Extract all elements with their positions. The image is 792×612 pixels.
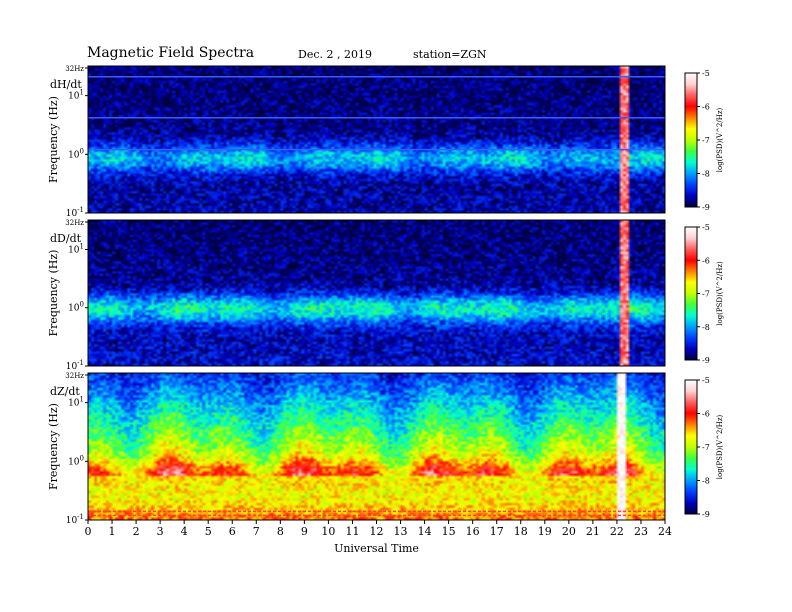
x-tick-label: 1 [109, 525, 116, 538]
x-tick-label: 15 [442, 525, 456, 538]
x-tick-label: 14 [418, 525, 432, 538]
colorbar-tick-label: -9 [702, 356, 710, 365]
y-tick-label: 10-1 [66, 206, 84, 219]
x-tick-label: 5 [205, 525, 212, 538]
x-tick-label: 12 [370, 525, 384, 538]
x-tick-label: 2 [133, 525, 140, 538]
colorbar [684, 379, 698, 515]
panel-0: dH/dt 32Hz 101 100 10-1 Frequency (Hz) -5 -6 -7 -… [47, 65, 724, 219]
colorbar-tick-label: -7 [702, 136, 710, 145]
panel-2: dZ/dt 32Hz 101 100 10-1 Frequency (Hz) -5 -6 -7 -… [47, 372, 724, 526]
x-tick-label: 0 [85, 525, 92, 538]
y-tick-label: 101 [68, 396, 84, 409]
colorbar-tick-label: -5 [702, 376, 710, 385]
y-tick-label: 32Hz [65, 372, 84, 380]
colorbar [684, 72, 698, 208]
x-tick-label: 13 [394, 525, 408, 538]
x-tick-label: 7 [253, 525, 260, 538]
panel-frame [87, 65, 666, 214]
x-tick-label: 18 [514, 525, 528, 538]
x-tick-label: 11 [345, 525, 359, 538]
colorbar-label: log(PSD)(V^2/Hz) [716, 261, 724, 326]
y-tick-label: 101 [68, 89, 84, 102]
x-axis-label: Universal Time [334, 542, 419, 555]
x-tick-label: 23 [634, 525, 648, 538]
x-tick-label: 10 [321, 525, 335, 538]
y-tick-label: 32Hz [65, 219, 84, 227]
y-axis-label: Frequency (Hz) [47, 403, 60, 490]
x-tick-label: 17 [490, 525, 504, 538]
spectrogram-image [88, 373, 665, 520]
station-label: station=ZGN [413, 48, 487, 61]
chart-title: Magnetic Field Spectra [87, 45, 255, 61]
colorbar-tick-label: -8 [702, 170, 710, 179]
colorbar-tick-label: -5 [702, 223, 710, 232]
spectrogram-image [88, 220, 665, 366]
x-tick-label: 21 [586, 525, 600, 538]
colorbar-label: log(PSD)(V^2/Hz) [716, 107, 724, 172]
x-tick-label: 24 [658, 525, 672, 538]
x-tick-label: 16 [466, 525, 480, 538]
colorbar-tick-label: -8 [702, 477, 710, 486]
panel-frame [87, 219, 666, 367]
component-label: dZ/dt [50, 385, 80, 398]
colorbar-tick-label: -6 [702, 410, 710, 419]
colorbar-tick-label: -7 [702, 290, 710, 299]
y-tick-label: 100 [68, 301, 84, 314]
panel-1: dD/dt 32Hz 101 100 10-1 Frequency (Hz) -5 -6 -7 -… [47, 219, 724, 372]
y-axis-label: Frequency (Hz) [47, 250, 60, 337]
component-label: dH/dt [50, 78, 82, 91]
x-tick-label: 19 [538, 525, 552, 538]
y-tick-label: 32Hz [65, 65, 84, 73]
colorbar-tick-label: -9 [702, 203, 710, 212]
x-tick-label: 8 [277, 525, 284, 538]
colorbar-tick-label: -7 [702, 443, 710, 452]
colorbar-label: log(PSD)(V^2/Hz) [716, 414, 724, 479]
y-tick-label: 100 [68, 454, 84, 467]
colorbar-tick-label: -5 [702, 69, 710, 78]
spectrogram-image [88, 66, 665, 213]
colorbar-tick-label: -8 [702, 323, 710, 332]
y-tick-label: 10-1 [66, 513, 84, 526]
x-tick-label: 4 [181, 525, 188, 538]
y-tick-label: 100 [68, 147, 84, 160]
x-tick-label: 20 [562, 525, 576, 538]
x-tick-label: 6 [229, 525, 236, 538]
component-label: dD/dt [50, 232, 82, 245]
colorbar-tick-label: -9 [702, 510, 710, 519]
y-tick-label: 101 [68, 242, 84, 255]
y-tick-label: 10-1 [66, 359, 84, 372]
x-tick-label: 22 [610, 525, 624, 538]
date-label: Dec. 2 , 2019 [298, 48, 372, 61]
colorbar [684, 226, 698, 361]
colorbar-tick-label: -6 [702, 256, 710, 265]
colorbar-tick-label: -6 [702, 103, 710, 112]
x-tick-label: 3 [157, 525, 164, 538]
y-axis-label: Frequency (Hz) [47, 96, 60, 183]
x-tick-label: 9 [301, 525, 308, 538]
